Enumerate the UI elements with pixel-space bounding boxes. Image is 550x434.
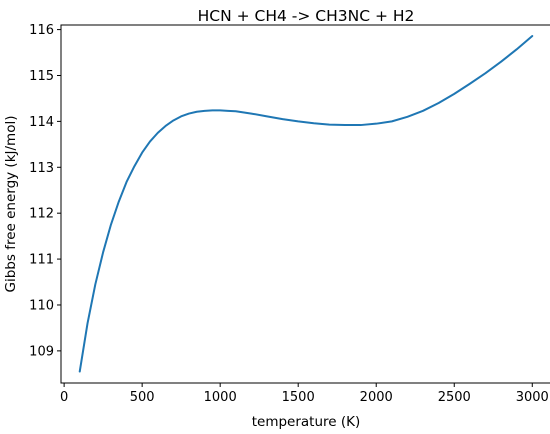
y-tick-label: 111 — [29, 253, 54, 268]
y-tick-label: 115 — [29, 69, 54, 84]
series-line-0 — [78, 35, 534, 373]
chart-title: HCN + CH4 -> CH3NC + H2 — [198, 7, 415, 25]
x-tick-label: 0 — [60, 390, 68, 405]
plot-frame — [60, 24, 550, 384]
x-axis: 0 500 1000 1500 2000 2500 3000 — [60, 383, 549, 405]
plot-area — [60, 24, 550, 384]
y-tick-label: 113 — [29, 161, 54, 176]
x-tick-label: 2500 — [438, 390, 471, 405]
x-tick-label: 2000 — [360, 390, 393, 405]
x-tick-label: 3000 — [516, 390, 549, 405]
y-tick-label: 112 — [29, 207, 54, 222]
y-tick-label: 109 — [29, 344, 54, 359]
x-axis-label: temperature (K) — [252, 414, 361, 430]
y-tick-label: 116 — [29, 23, 54, 38]
y-tick-label: 114 — [29, 115, 54, 130]
y-tick-label: 110 — [29, 298, 54, 313]
x-tick-label: 1500 — [282, 390, 315, 405]
y-axis-label: Gibbs free energy (kJ/mol) — [3, 116, 19, 293]
x-tick-label: 1000 — [204, 390, 237, 405]
y-axis: 109 110 111 112 113 114 115 116 — [29, 23, 61, 359]
series-layer — [78, 35, 534, 373]
x-tick-label: 500 — [130, 390, 155, 405]
